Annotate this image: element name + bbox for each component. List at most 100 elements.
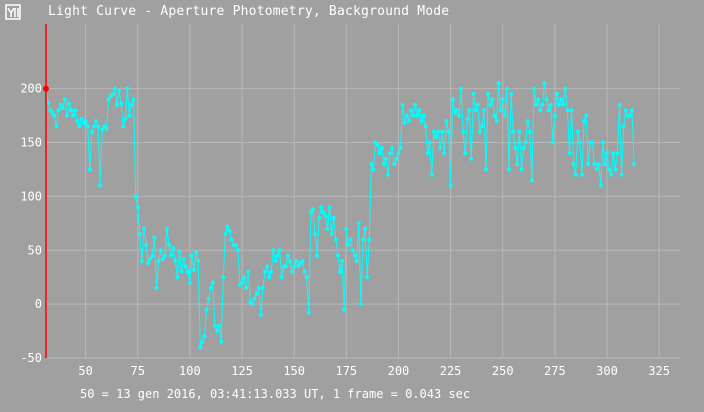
data-point: [471, 92, 476, 96]
data-point: [469, 156, 474, 161]
data-point: [208, 286, 213, 290]
data-point: [371, 167, 376, 172]
data-point: [308, 210, 313, 215]
data-point: [490, 97, 495, 102]
data-point: [532, 86, 536, 91]
data-point: [204, 307, 209, 312]
data-point: [425, 151, 430, 156]
data-point: [227, 228, 232, 233]
data-point: [413, 102, 418, 107]
data-point: [552, 113, 557, 118]
x-tick-label: 250: [492, 364, 514, 378]
data-point: [548, 102, 553, 107]
data-point: [62, 97, 67, 102]
data-point: [58, 102, 63, 107]
data-point: [288, 259, 292, 263]
window-title: Light Curve - Aperture Photometry, Backg…: [48, 4, 450, 19]
data-point: [252, 296, 257, 301]
data-point: [112, 86, 117, 91]
x-tick-label: 225: [440, 364, 462, 378]
data-point: [419, 119, 424, 123]
data-point: [592, 162, 597, 167]
data-point: [142, 226, 146, 231]
axis-marker: [43, 85, 49, 92]
y-tick-label: 150: [20, 136, 42, 150]
data-point: [190, 253, 194, 258]
data-point: [379, 145, 384, 150]
data-point: [71, 113, 76, 118]
data-point: [567, 151, 572, 156]
x-tick-label: 150: [283, 364, 305, 378]
data-point: [233, 242, 238, 247]
data-point: [388, 151, 393, 156]
data-point: [175, 275, 180, 280]
data-point: [406, 119, 411, 123]
data-point: [340, 259, 345, 263]
data-point: [246, 269, 251, 274]
data-point: [283, 264, 288, 269]
data-point: [479, 124, 484, 129]
data-point: [79, 116, 84, 121]
data-point: [440, 129, 445, 134]
data-point: [486, 92, 491, 96]
data-point: [269, 269, 274, 274]
data-point: [523, 140, 528, 145]
data-point: [381, 162, 386, 167]
data-point: [352, 253, 357, 258]
data-point: [561, 102, 566, 107]
data-point: [300, 259, 305, 263]
data-point: [54, 124, 59, 129]
data-point: [198, 345, 203, 350]
data-point: [290, 269, 295, 274]
data-point: [267, 275, 272, 280]
x-tick-label: 50: [78, 364, 92, 378]
data-point: [306, 310, 311, 315]
data-point: [64, 113, 69, 118]
data-point: [613, 167, 618, 172]
data-point: [344, 226, 349, 231]
data-point: [358, 302, 363, 307]
data-point: [292, 264, 297, 269]
data-point: [131, 97, 136, 102]
data-point: [350, 248, 355, 253]
data-point: [442, 151, 447, 156]
data-point: [77, 124, 82, 129]
data-point: [98, 183, 103, 188]
data-point: [150, 253, 155, 258]
data-point: [121, 124, 126, 129]
data-point: [538, 108, 543, 113]
data-point: [321, 210, 326, 215]
data-point: [333, 237, 338, 242]
data-point: [580, 172, 584, 177]
data-point: [265, 264, 270, 269]
data-point: [502, 113, 507, 118]
data-point: [258, 312, 263, 317]
data-point: [527, 129, 532, 134]
y-tick-label: -50: [20, 351, 42, 365]
data-point: [600, 140, 605, 145]
data-point: [83, 119, 88, 123]
data-point: [456, 113, 461, 118]
x-axis-labels: 50 75 100 125 150 175 200 225 250 275 300 325: [78, 364, 670, 378]
data-point: [550, 140, 555, 145]
data-point: [323, 213, 328, 218]
data-point: [361, 237, 365, 242]
data-point: [137, 232, 142, 237]
data-point: [536, 97, 541, 102]
data-point: [196, 259, 201, 263]
data-point: [221, 275, 226, 280]
data-point: [87, 167, 92, 172]
data-point: [513, 145, 518, 150]
data-point: [446, 129, 451, 134]
data-point: [459, 86, 463, 91]
data-point: [336, 253, 340, 258]
data-point: [235, 248, 240, 253]
data-point: [584, 113, 589, 118]
data-point: [206, 296, 211, 301]
data-point: [434, 135, 438, 140]
x-tick-label: 200: [388, 364, 410, 378]
data-point: [179, 269, 184, 274]
data-point: [482, 108, 486, 113]
data-point: [154, 286, 159, 290]
data-point: [171, 246, 176, 251]
